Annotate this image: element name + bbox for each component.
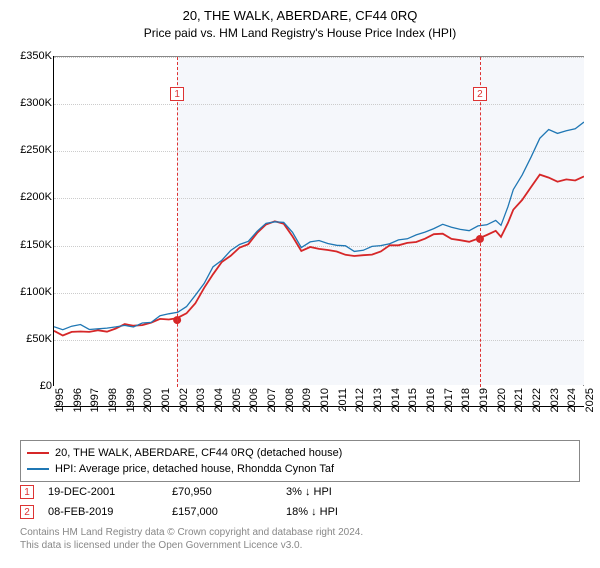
x-tick-label: 2025 xyxy=(584,388,596,412)
x-tick-label: 1997 xyxy=(89,388,101,412)
x-tick-label: 2006 xyxy=(248,388,260,412)
x-tick-label: 2015 xyxy=(407,388,419,412)
legend-label: 20, THE WALK, ABERDARE, CF44 0RQ (detach… xyxy=(55,447,342,459)
x-tick-label: 2001 xyxy=(160,388,172,412)
x-tick-label: 1995 xyxy=(54,388,66,412)
sale-date: 19-DEC-2001 xyxy=(48,486,158,498)
sale-row-1: 1 19-DEC-2001 £70,950 3% ↓ HPI xyxy=(20,482,580,502)
y-tick-label: £50K xyxy=(26,333,52,345)
x-tick-label: 2012 xyxy=(354,388,366,412)
legend-label: HPI: Average price, detached house, Rhon… xyxy=(55,463,334,475)
legend-box: 20, THE WALK, ABERDARE, CF44 0RQ (detach… xyxy=(20,440,580,482)
x-tick-label: 2024 xyxy=(566,388,578,412)
x-tick-label: 2018 xyxy=(460,388,472,412)
sale-row-2: 2 08-FEB-2019 £157,000 18% ↓ HPI xyxy=(20,502,580,522)
x-tick-label: 2000 xyxy=(142,388,154,412)
x-tick-label: 2007 xyxy=(266,388,278,412)
x-tick-label: 2003 xyxy=(195,388,207,412)
x-tick-label: 2021 xyxy=(513,388,525,412)
chart-title: 20, THE WALK, ABERDARE, CF44 0RQ xyxy=(0,8,600,23)
x-tick-label: 2011 xyxy=(337,388,349,412)
sale-date: 08-FEB-2019 xyxy=(48,506,158,518)
plot-region: 12 xyxy=(54,56,584,386)
x-tick-label: 2019 xyxy=(478,388,490,412)
x-tick-label: 2010 xyxy=(319,388,331,412)
x-tick-label: 1999 xyxy=(125,388,137,412)
sale-index-box: 1 xyxy=(20,485,34,499)
sale-vline-2 xyxy=(480,57,481,387)
series-property xyxy=(54,175,584,336)
footer-line-1: Contains HM Land Registry data © Crown c… xyxy=(20,526,580,539)
x-tick-label: 2009 xyxy=(301,388,313,412)
x-tick-label: 1996 xyxy=(72,388,84,412)
legend-swatch xyxy=(27,452,49,454)
sale-diff: 18% ↓ HPI xyxy=(286,506,406,518)
footer-attribution: Contains HM Land Registry data © Crown c… xyxy=(20,526,580,552)
sale-vlabel-1: 1 xyxy=(170,87,184,101)
y-tick-label: £350K xyxy=(20,50,52,62)
chart-area: 12 £0£50K£100K£150K£200K£250K£300K£350K1… xyxy=(54,56,584,406)
x-tick-label: 2016 xyxy=(425,388,437,412)
x-tick-label: 2005 xyxy=(231,388,243,412)
legend-swatch xyxy=(27,468,49,470)
x-tick-label: 2008 xyxy=(284,388,296,412)
sale-price: £157,000 xyxy=(172,506,272,518)
x-tick-label: 2002 xyxy=(178,388,190,412)
sale-index-box: 2 xyxy=(20,505,34,519)
y-tick-label: £0 xyxy=(40,380,52,392)
footer-line-2: This data is licensed under the Open Gov… xyxy=(20,539,580,552)
y-tick-label: £100K xyxy=(20,286,52,298)
chart-subtitle: Price paid vs. HM Land Registry's House … xyxy=(0,26,600,40)
y-tick-label: £250K xyxy=(20,144,52,156)
y-tick-label: £200K xyxy=(20,191,52,203)
sale-vline-1 xyxy=(177,57,178,387)
y-tick-label: £150K xyxy=(20,239,52,251)
x-tick-label: 2017 xyxy=(443,388,455,412)
x-tick-label: 2020 xyxy=(496,388,508,412)
sale-price: £70,950 xyxy=(172,486,272,498)
chart-container: 20, THE WALK, ABERDARE, CF44 0RQ Price p… xyxy=(0,8,600,568)
x-tick-label: 2022 xyxy=(531,388,543,412)
x-tick-label: 2004 xyxy=(213,388,225,412)
sales-table: 1 19-DEC-2001 £70,950 3% ↓ HPI 2 08-FEB-2019 £… xyxy=(20,482,580,522)
x-tick-label: 2014 xyxy=(390,388,402,412)
y-tick-label: £300K xyxy=(20,97,52,109)
series-layer xyxy=(54,57,584,387)
legend-row-hpi: HPI: Average price, detached house, Rhon… xyxy=(27,461,573,477)
x-tick-label: 1998 xyxy=(107,388,119,412)
series-hpi xyxy=(54,122,584,330)
legend-row-property: 20, THE WALK, ABERDARE, CF44 0RQ (detach… xyxy=(27,445,573,461)
sale-diff: 3% ↓ HPI xyxy=(286,486,406,498)
x-tick-label: 2013 xyxy=(372,388,384,412)
sale-vlabel-2: 2 xyxy=(473,87,487,101)
x-tick-label: 2023 xyxy=(549,388,561,412)
